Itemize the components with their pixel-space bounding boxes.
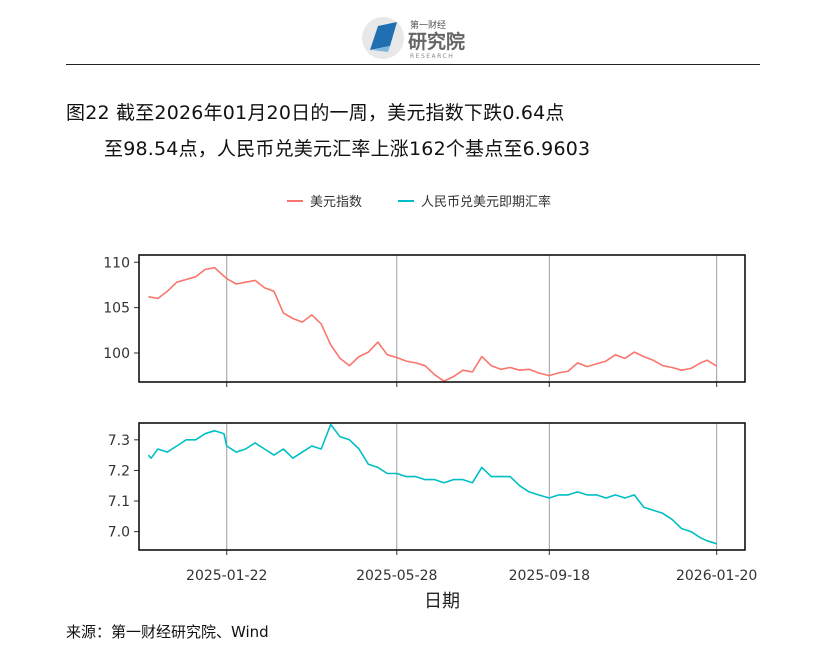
panel-border-1 [138, 422, 746, 551]
series-line-cny-rate [147, 423, 717, 545]
x-tick-label: 2025-05-28 [356, 568, 437, 584]
panel-background-0 [139, 255, 745, 382]
y-tick-label: 7.0 [108, 525, 130, 541]
y-tick-label: 110 [103, 255, 130, 271]
x-axis-title: 日期 [424, 591, 460, 612]
x-tick-label: 2026-01-20 [676, 568, 757, 584]
panel-background-1 [139, 423, 745, 550]
chart-legend: 美元指数 人民币兑美元即期汇率 [287, 194, 551, 210]
logo-emblem-icon [370, 22, 397, 50]
chart-plot-area: 100 105 110 7.0 7.1 7.2 7.3 2025-01-22 2025-05-2… [103, 254, 757, 612]
y-tick-label: 7.1 [108, 494, 130, 510]
legend-label-usd: 美元指数 [310, 195, 362, 210]
x-tick-label: 2025-09-18 [509, 568, 590, 584]
figure-title-line-2: 至98.54点，人民币兑美元汇率上涨162个基点至6.9603 [104, 138, 591, 160]
y-tick-label: 7.3 [108, 433, 130, 449]
logo-research-text: RESEARCH [410, 53, 454, 60]
series-line-usd-index [148, 266, 718, 382]
panel-border-0 [138, 254, 746, 383]
logo-text: 研究院 [408, 30, 465, 53]
y-tick-label: 100 [103, 346, 130, 362]
y-tick-label: 105 [103, 301, 130, 317]
figure-title-line-1: 图22 截至2026年01月20日的一周，美元指数下跌0.64点 [66, 102, 565, 124]
publisher-logo: 第一财经 研究院 RESEARCH [362, 17, 465, 60]
source-note: 来源：第一财经研究院、Wind [66, 623, 269, 641]
legend-label-cny: 人民币兑美元即期汇率 [421, 194, 551, 210]
logo-subtext: 第一财经 [410, 19, 446, 31]
header-divider [66, 64, 760, 65]
x-tick-label: 2025-01-22 [186, 568, 267, 584]
y-tick-label: 7.2 [108, 463, 130, 479]
